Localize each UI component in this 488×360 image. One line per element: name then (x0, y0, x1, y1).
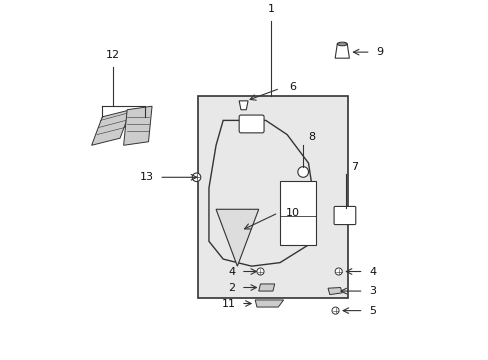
FancyBboxPatch shape (198, 95, 347, 298)
Circle shape (192, 173, 201, 181)
Text: 2: 2 (228, 283, 235, 293)
Text: 10: 10 (285, 208, 299, 218)
Circle shape (297, 167, 308, 177)
Text: 11: 11 (221, 298, 235, 309)
Polygon shape (216, 209, 258, 266)
Polygon shape (123, 106, 152, 145)
Polygon shape (327, 288, 342, 294)
Polygon shape (258, 284, 274, 291)
Text: 9: 9 (375, 47, 383, 57)
Polygon shape (91, 110, 130, 145)
Text: 8: 8 (308, 132, 315, 142)
Polygon shape (255, 300, 283, 307)
Polygon shape (334, 44, 348, 58)
Text: 3: 3 (368, 286, 375, 296)
Circle shape (331, 307, 338, 314)
Polygon shape (239, 101, 247, 110)
Text: 6: 6 (288, 82, 295, 92)
Text: 1: 1 (267, 4, 274, 14)
Text: 4: 4 (368, 266, 375, 276)
Text: 12: 12 (106, 50, 120, 60)
Text: 7: 7 (350, 162, 358, 172)
Circle shape (334, 268, 342, 275)
Text: 4: 4 (228, 266, 235, 276)
Bar (280, 181, 315, 245)
FancyBboxPatch shape (333, 206, 355, 225)
Text: 5: 5 (368, 306, 375, 316)
FancyBboxPatch shape (239, 115, 264, 133)
Text: 13: 13 (140, 172, 154, 182)
Circle shape (256, 268, 264, 275)
